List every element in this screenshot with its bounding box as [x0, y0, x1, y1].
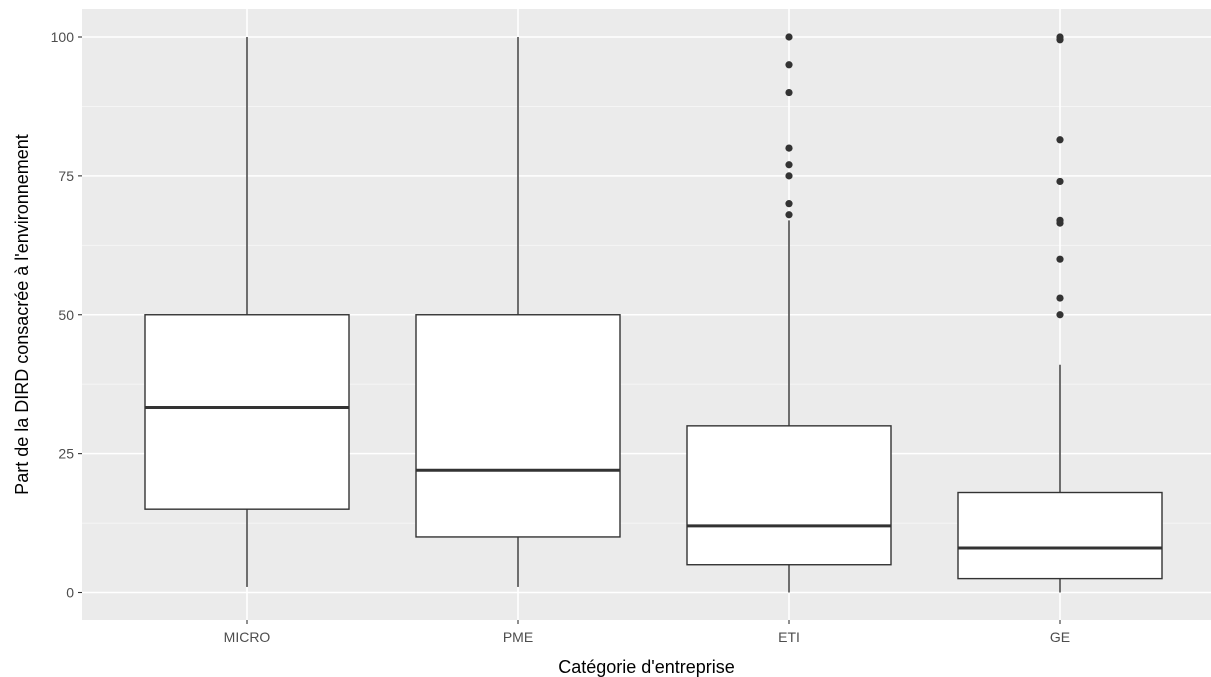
- box-pme: [415, 37, 621, 587]
- iqr-box: [686, 425, 892, 566]
- y-axis: 0 25 50 75 100: [51, 29, 82, 601]
- y-tick-label: 50: [58, 307, 74, 323]
- y-tick-label: 25: [58, 446, 74, 462]
- iqr-box: [415, 314, 621, 538]
- outlier-point: [1056, 216, 1064, 224]
- outlier-point: [785, 172, 793, 180]
- outlier-point: [1056, 33, 1064, 41]
- outlier-point: [785, 33, 793, 41]
- x-axis-title: Catégorie d'entreprise: [558, 657, 735, 677]
- outlier-point: [1056, 177, 1064, 186]
- x-tick-label: GE: [1050, 629, 1070, 645]
- x-tick-label: ETI: [778, 629, 800, 645]
- outlier-point: [1056, 136, 1064, 144]
- outlier-point: [785, 161, 793, 169]
- y-tick-label: 75: [58, 168, 74, 184]
- y-axis-title: Part de la DIRD consacrée à l'environnem…: [12, 134, 32, 495]
- outlier-point: [785, 61, 793, 69]
- outlier-point: [1056, 294, 1064, 302]
- x-tick-label: MICRO: [224, 629, 271, 645]
- outlier-point: [1056, 255, 1064, 263]
- box-eti: [686, 33, 892, 593]
- outlier-point: [1056, 311, 1064, 319]
- y-tick-label: 100: [51, 29, 75, 45]
- x-tick-label: PME: [503, 629, 533, 645]
- outlier-point: [785, 88, 793, 97]
- x-axis: MICRO PME ETI GE: [224, 620, 1070, 645]
- outlier-point: [785, 211, 793, 219]
- boxes-layer: [144, 33, 1163, 593]
- box-ge: [957, 33, 1163, 593]
- y-tick-label: 0: [66, 585, 74, 601]
- outlier-point: [785, 144, 793, 152]
- outlier-point: [785, 200, 793, 208]
- iqr-box: [957, 491, 1163, 580]
- iqr-box: [144, 314, 350, 510]
- box-micro: [144, 37, 350, 587]
